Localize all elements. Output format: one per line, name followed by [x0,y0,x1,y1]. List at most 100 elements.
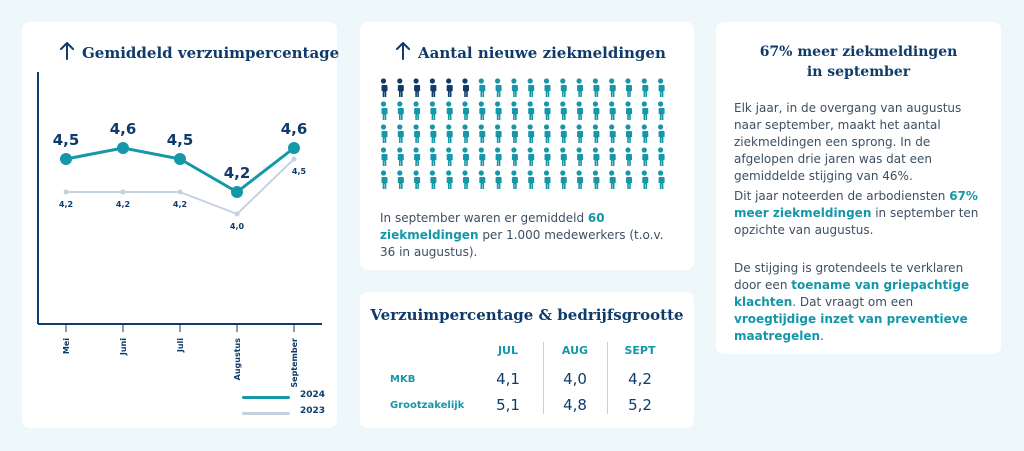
person-icon [543,78,551,97]
person-icon [429,78,437,97]
paragraph-2: Dit jaar noteerden de arbodiensten 67% m… [734,188,992,239]
person-icon [445,147,453,166]
legend-label-2023: 2023 [300,406,326,416]
person-icon [396,124,404,143]
data-point-2023 [120,189,126,195]
chart-title: Gemiddeld verzuimpercentage [82,44,340,62]
person-icon [625,101,632,120]
data-point-2024 [60,153,72,165]
person-icon [396,78,404,97]
data-point-2023 [234,211,240,217]
person-icon [527,78,535,97]
person-icon [380,147,388,166]
col-header-jul: JUL [497,344,519,357]
person-icon [576,170,584,189]
chart-title-wrap: Gemiddeld verzuimpercentage [60,41,340,64]
person-icon [657,147,665,166]
person-icon [657,124,665,143]
paragraph-1: Elk jaar, in de overgang van augustus na… [734,101,962,183]
row-label-mkb: MKB [390,374,416,385]
person-icon [543,170,551,189]
person-icon [494,124,502,143]
people-caption: In september waren er gemiddeld 60 ziekm… [380,210,680,261]
data-label-2023: 4,2 [173,200,187,209]
person-icon [429,147,437,166]
person-icon [657,170,665,189]
person-icon [625,170,632,189]
person-icon [510,78,518,97]
cell-groot-aug: 4,8 [563,396,587,414]
cell-mkb-sept: 4,2 [628,370,652,388]
p2-highlight: 67% meer ziekmeldingen [734,189,978,220]
p3-text-mid: . Dat vraagt om een [792,295,914,309]
person-icon [559,78,567,97]
cell-groot-jul: 5,1 [496,396,520,414]
person-icon [527,101,535,120]
person-icon [380,101,388,120]
p3-highlight-2: vroegtijdige inzet van preventieve maatr… [734,312,968,343]
p3-text-pre: De stijging is grotendeels te verklaren … [734,261,964,292]
person-icon [396,147,404,166]
person-icon [510,147,518,166]
person-icon [429,124,437,143]
arrow-up-icon [60,41,76,64]
col-header-aug: AUG [561,344,589,357]
x-tick-label-juni: Juni [119,338,128,356]
data-label-2024: 4,6 [110,120,137,138]
table-title: Verzuimpercentage & bedrijfsgrootte [370,306,684,324]
ziekmeldingen-card: Aantal nieuwe ziekmeldingen In september… [360,22,694,270]
x-tick-label-mei: Mei [62,338,71,354]
person-icon [592,124,600,143]
text-title-line1: 67% meer ziekmeldingen [759,44,958,60]
col-jul: JUL [488,344,528,357]
person-icon [657,101,665,120]
person-icon [462,124,469,143]
x-tick-label-september: September [290,338,299,388]
person-icon [478,78,486,97]
person-icon [559,147,567,166]
legend-label-2024: 2024 [300,390,326,400]
person-icon [527,170,535,189]
person-icon [445,124,453,143]
person-icon [413,78,421,97]
p2-text-pre: Dit jaar noteerden de arbodiensten [734,189,950,203]
paragraph-3: De stijging is grotendeels te verklaren … [734,260,992,345]
person-icon [608,170,616,189]
person-icon [559,170,567,189]
p2-text-post: in september ten opzichte van augustus. [734,206,979,237]
person-icon [641,124,649,143]
person-icon [429,170,437,189]
person-icon [608,78,616,97]
col-header-sept: SEPT [624,344,656,357]
cell-groot-sept: 5,2 [628,396,652,414]
person-icon [592,78,600,97]
data-label-2024: 4,5 [167,131,194,149]
person-icon [543,101,551,120]
data-point-2023 [177,189,183,195]
person-icon [396,101,404,120]
people-title: Aantal nieuwe ziekmeldingen [418,44,666,62]
person-icon [478,147,486,166]
caption-highlight: 60 ziekmeldingen [380,211,605,242]
person-icon [510,101,518,120]
data-point-2023 [291,156,297,162]
person-icon [510,170,518,189]
person-icon [380,124,388,143]
person-icon [543,147,551,166]
arrow-up-icon [396,41,412,64]
row-label-grootzakelijk: Grootzakelijk [390,400,465,411]
person-icon [494,101,502,120]
person-icon [494,170,502,189]
person-icon [641,78,649,97]
person-icon [657,78,665,97]
person-icon [396,170,404,189]
data-point-2024 [117,142,129,154]
person-icon [608,101,616,120]
data-point-2024 [288,142,300,154]
person-icon [559,101,567,120]
legend-swatch-2024 [242,396,290,399]
col-sept: SEPT [618,344,662,357]
person-icon [576,78,584,97]
person-icon [576,147,584,166]
person-icon [380,78,388,97]
